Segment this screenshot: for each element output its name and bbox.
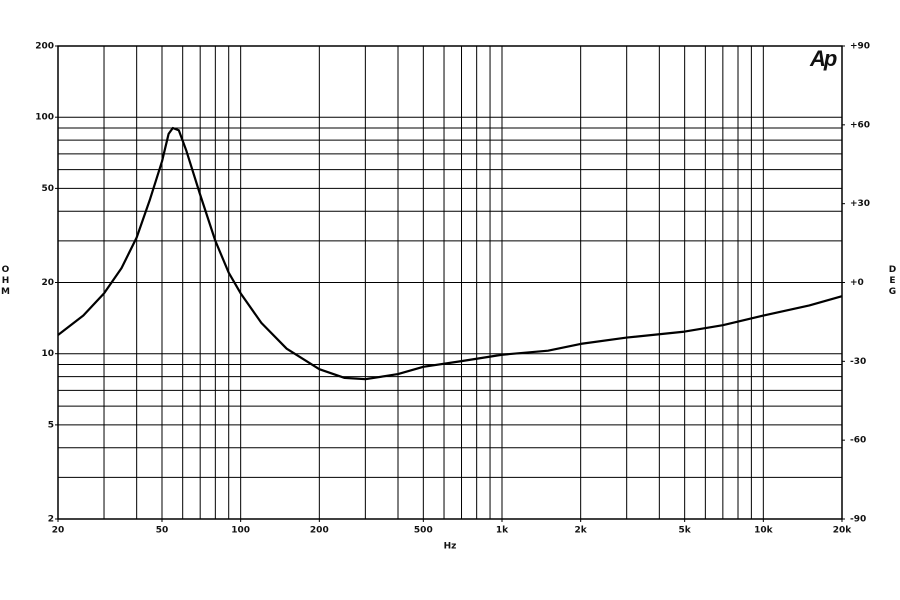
x-tick-label: 20 bbox=[52, 526, 65, 536]
x-tick-label: 500 bbox=[414, 526, 433, 536]
impedance-curve bbox=[57, 126, 843, 381]
x-tick-label: 200 bbox=[310, 526, 329, 536]
x-tick-label: 100 bbox=[231, 526, 250, 536]
y2-tick-label: +0 bbox=[850, 278, 864, 288]
y-tick-label: 5 bbox=[48, 420, 54, 430]
x-axis-label: Hz bbox=[444, 542, 457, 552]
x-tick-label: 10k bbox=[754, 526, 774, 536]
y-tick-label: 50 bbox=[41, 184, 54, 194]
y-tick-label: 20 bbox=[41, 278, 54, 288]
y-tick-label: 100 bbox=[35, 113, 54, 123]
x-tick-label: 5k bbox=[679, 526, 692, 536]
x-tick-label: 1k bbox=[496, 526, 509, 536]
logo: Ap bbox=[809, 46, 837, 71]
y2-tick-label: -30 bbox=[850, 357, 866, 367]
y2-tick-label: +60 bbox=[850, 120, 870, 130]
y-tick-label: 10 bbox=[41, 349, 54, 359]
y2-tick-label: +30 bbox=[850, 199, 870, 209]
y2-tick-label: -90 bbox=[850, 515, 866, 525]
y2-tick-label: +90 bbox=[850, 42, 870, 52]
x-tick-label: 50 bbox=[156, 526, 169, 536]
y2-axis-label: DEG bbox=[888, 265, 898, 298]
x-tick-label: 2k bbox=[575, 526, 588, 536]
y-axis-label: OHM bbox=[1, 265, 11, 298]
y-tick-label: 2 bbox=[48, 515, 54, 525]
x-tick-label: 20k bbox=[833, 526, 853, 536]
y2-tick-label: -60 bbox=[850, 436, 866, 446]
y-tick-label: 200 bbox=[35, 42, 54, 52]
